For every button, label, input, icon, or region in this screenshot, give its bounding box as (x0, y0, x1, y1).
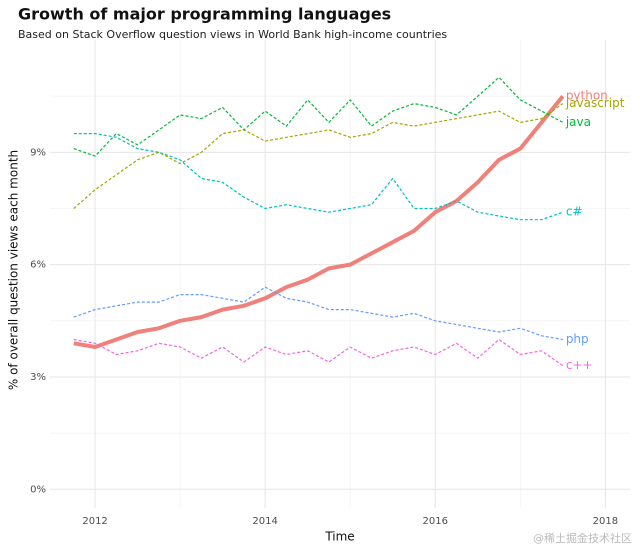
x-tick-label: 2012 (82, 516, 107, 527)
x-axis-title: Time (324, 530, 354, 544)
series-label: javascript (565, 96, 625, 110)
series-label: c# (566, 205, 583, 219)
series-line (73, 133, 564, 221)
series-line (73, 103, 564, 209)
series-line (73, 338, 564, 367)
y-tick-label: 0% (30, 484, 46, 495)
series-label: python (566, 89, 608, 103)
chart-title: Growth of major programming languages (18, 5, 391, 24)
y-axis-title: % of overall question views each month (7, 150, 21, 390)
watermark: @稀土掘金技术社区 (533, 531, 632, 545)
series-label: java (565, 115, 591, 129)
chart-subtitle: Based on Stack Overflow question views i… (18, 28, 447, 41)
series-label: php (566, 332, 589, 346)
y-tick-label: 9% (30, 147, 46, 158)
x-tick-label: 2018 (593, 516, 618, 527)
series-line (73, 94, 565, 349)
series-line (73, 76, 564, 157)
x-tick-label: 2016 (423, 516, 448, 527)
y-tick-label: 3% (30, 372, 46, 383)
series-line (73, 286, 563, 341)
x-tick-label: 2014 (252, 516, 277, 527)
y-tick-label: 6% (30, 260, 46, 271)
series-label: c++ (566, 358, 593, 372)
